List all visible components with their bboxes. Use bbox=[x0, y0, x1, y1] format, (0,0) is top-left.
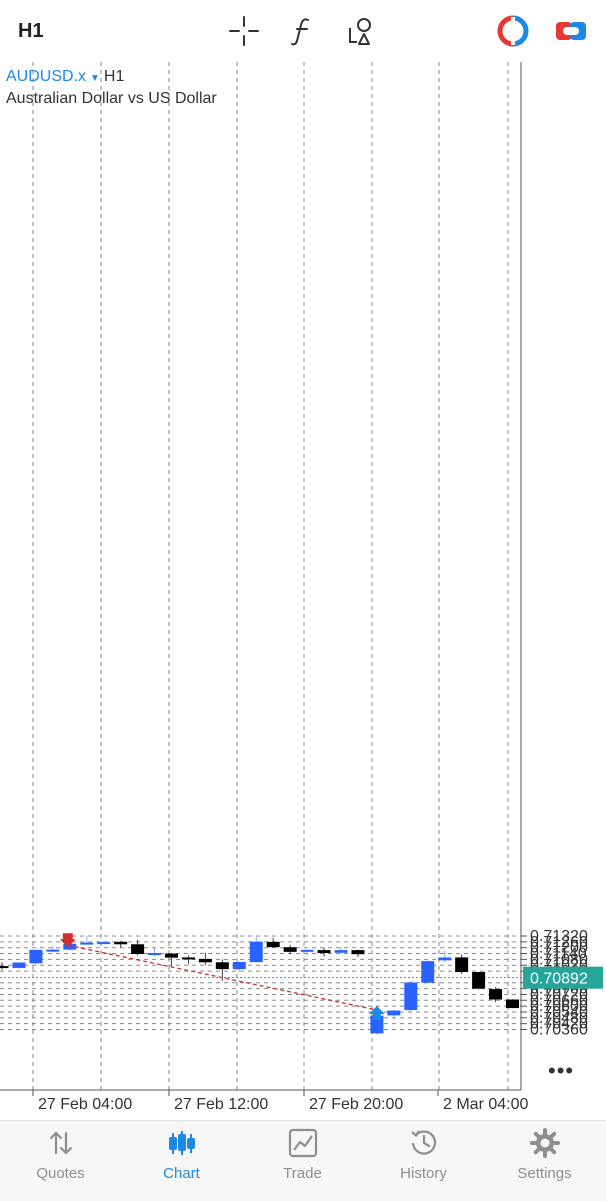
candle-body bbox=[387, 1010, 401, 1016]
crosshair-icon[interactable] bbox=[227, 14, 261, 48]
candle-body bbox=[249, 941, 263, 963]
tab-settings[interactable]: Settings bbox=[484, 1121, 605, 1201]
x-tick-label: 27 Feb 04:00 bbox=[38, 1096, 132, 1113]
x-tick-label: 2 Mar 04:00 bbox=[443, 1096, 528, 1113]
trade-icon bbox=[288, 1128, 317, 1158]
y-tick-label: 0.71140 bbox=[530, 946, 587, 963]
candle-body bbox=[266, 941, 280, 948]
chart-icon bbox=[168, 1131, 195, 1155]
candle-body bbox=[317, 950, 331, 954]
current-price-badge bbox=[523, 966, 603, 989]
candle-body bbox=[165, 953, 178, 958]
candle-body bbox=[0, 966, 9, 969]
x-tick-label: 27 Feb 20:00 bbox=[309, 1096, 403, 1113]
tab-label: Chart bbox=[163, 1165, 200, 1182]
symbol-description: Australian Dollar vs US Dollar bbox=[6, 90, 217, 107]
candle-body bbox=[506, 999, 519, 1009]
candle-body bbox=[489, 989, 503, 1000]
bottom-tab-bar: Quotes Chart Trade History bbox=[0, 1120, 606, 1201]
candles bbox=[0, 936, 519, 1035]
one-click-trading-icon[interactable] bbox=[554, 14, 588, 48]
timeframe-selector[interactable]: H1 bbox=[18, 20, 44, 42]
more-options-button[interactable]: ••• bbox=[548, 1058, 575, 1083]
y-tick-label: 0.71200 bbox=[530, 940, 588, 957]
candle-body bbox=[181, 957, 195, 960]
symbol-period: H1 bbox=[103, 68, 125, 85]
candle-body bbox=[334, 950, 348, 953]
y-tick-label: 0.70540 bbox=[530, 1004, 588, 1021]
candle-body bbox=[148, 953, 162, 956]
candle-body bbox=[198, 958, 212, 963]
quotes-icon bbox=[49, 1131, 72, 1155]
candle-body bbox=[351, 950, 365, 955]
y-tick-label: 0.70420 bbox=[530, 1016, 588, 1033]
time-axis: 27 Feb 04:00 27 Feb 12:00 27 Feb 20:00 2 Ma… bbox=[0, 1089, 528, 1113]
buy-arrow-icon bbox=[368, 1006, 385, 1021]
trade-connector-line bbox=[67, 944, 378, 1011]
objects-icon[interactable] bbox=[345, 14, 379, 48]
symbol-name[interactable]: AUDUSD.x bbox=[6, 68, 87, 85]
candle-body bbox=[215, 962, 229, 970]
tab-label: Quotes bbox=[36, 1165, 85, 1182]
symbol-header[interactable]: AUDUSD.x ▼ H1 bbox=[6, 68, 124, 86]
price-axis: 0.713200.712600.712000.711400.710800.710… bbox=[520, 62, 603, 1090]
candle-body bbox=[114, 941, 128, 945]
candle-body bbox=[404, 982, 418, 1011]
candle-body bbox=[131, 944, 145, 955]
candle-body bbox=[472, 972, 486, 989]
y-tick-label: 0.70600 bbox=[530, 998, 588, 1015]
sell-arrow-icon bbox=[59, 933, 76, 948]
current-price-label: 0.70892 bbox=[530, 971, 588, 988]
tab-quotes[interactable]: Quotes bbox=[0, 1121, 121, 1201]
y-tick-label: 0.71320 bbox=[530, 928, 588, 945]
x-tick-label: 27 Feb 12:00 bbox=[174, 1096, 268, 1113]
tab-label: Settings bbox=[517, 1165, 572, 1182]
top-toolbar: H1 bbox=[0, 0, 606, 62]
tab-trade[interactable]: Trade bbox=[242, 1121, 363, 1201]
dropdown-triangle-icon[interactable]: ▼ bbox=[90, 73, 100, 84]
tab-chart[interactable]: Chart bbox=[121, 1121, 242, 1201]
candle-body bbox=[283, 947, 297, 952]
candle-body bbox=[29, 949, 43, 964]
y-tick-label: 0.70660 bbox=[530, 992, 588, 1009]
y-tick-label: 0.71260 bbox=[530, 934, 588, 951]
y-tick-label: 0.70480 bbox=[530, 1010, 588, 1027]
candle-body bbox=[80, 942, 94, 945]
tab-history[interactable]: History bbox=[363, 1121, 484, 1201]
price-chart[interactable]: 0.713200.712600.712000.711400.710800.710… bbox=[0, 62, 606, 1120]
y-tick-label: 0.71080 bbox=[530, 951, 588, 968]
chart-grid bbox=[0, 62, 521, 1090]
y-tick-label: 0.70720 bbox=[530, 986, 588, 1003]
candle-body bbox=[97, 942, 111, 945]
candle-body bbox=[63, 943, 77, 950]
candle-body bbox=[12, 962, 26, 968]
y-tick-label: 0.70360 bbox=[530, 1022, 588, 1039]
function-icon[interactable] bbox=[286, 14, 320, 48]
candle-body bbox=[300, 949, 314, 952]
candle-body bbox=[46, 949, 60, 952]
trade-markers bbox=[59, 933, 385, 1021]
candle-body bbox=[370, 1015, 384, 1034]
quick-trade-icon[interactable] bbox=[496, 14, 530, 48]
tab-label: Trade bbox=[283, 1165, 322, 1182]
candle-body bbox=[421, 961, 435, 983]
candle-body bbox=[232, 962, 246, 970]
history-icon bbox=[410, 1130, 436, 1155]
settings-icon bbox=[529, 1128, 560, 1158]
candle-body bbox=[455, 957, 469, 973]
tab-label: History bbox=[400, 1165, 447, 1182]
candle-body bbox=[438, 957, 452, 961]
